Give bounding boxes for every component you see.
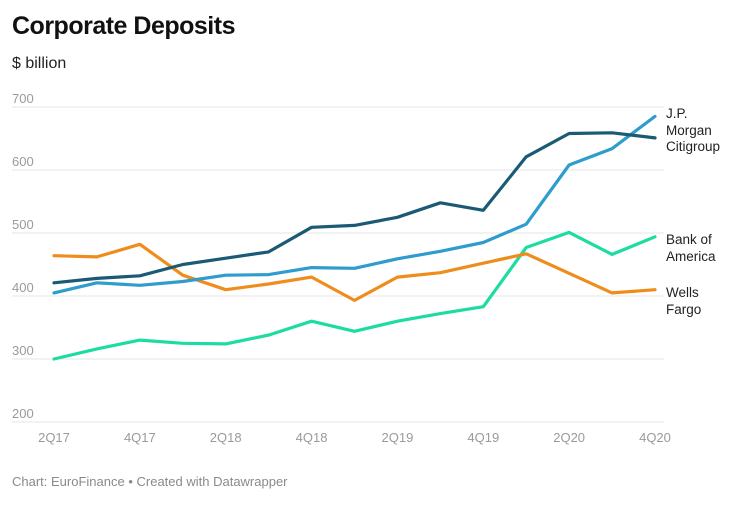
- y-tick-label: 400: [12, 280, 34, 295]
- series-end-label: Citigroup: [666, 139, 720, 154]
- series-lines: [52, 114, 657, 361]
- series-end-label: Bank of America: [666, 232, 716, 264]
- x-tick-label: 4Q20: [639, 430, 671, 445]
- x-axis-ticks: 2Q17 4Q17 2Q18 4Q18 2Q19 4Q19 2Q20 4Q20: [38, 430, 671, 445]
- y-tick-label: 300: [12, 343, 34, 358]
- chart-subtitle: $ billion: [12, 55, 67, 72]
- chart-footer: Chart: EuroFinance • Created with Datawr…: [12, 474, 288, 489]
- x-tick-label: 4Q18: [296, 430, 328, 445]
- series-line-j-p-morgan: [52, 114, 657, 295]
- y-tick-label: 600: [12, 154, 34, 169]
- chart-title: Corporate Deposits: [12, 12, 235, 40]
- y-tick-label: 500: [12, 217, 34, 232]
- y-axis-ticks: 200 300 400 500 600 700: [12, 91, 34, 421]
- series-line-bank-of-america: [52, 230, 657, 361]
- y-tick-label: 200: [12, 406, 34, 421]
- x-tick-label: 2Q19: [382, 430, 414, 445]
- x-tick-label: 4Q19: [467, 430, 499, 445]
- gridlines: [12, 106, 664, 423]
- series-line-citigroup: [52, 131, 657, 285]
- x-tick-label: 4Q17: [124, 430, 156, 445]
- series-line-wells-fargo: [52, 242, 657, 302]
- series-end-label: Wells Fargo: [666, 285, 701, 317]
- x-tick-label: 2Q17: [38, 430, 70, 445]
- x-tick-label: 2Q18: [210, 430, 242, 445]
- x-tick-label: 2Q20: [553, 430, 585, 445]
- y-tick-label: 700: [12, 91, 34, 106]
- series-end-label: J.P. Morgan: [666, 106, 712, 138]
